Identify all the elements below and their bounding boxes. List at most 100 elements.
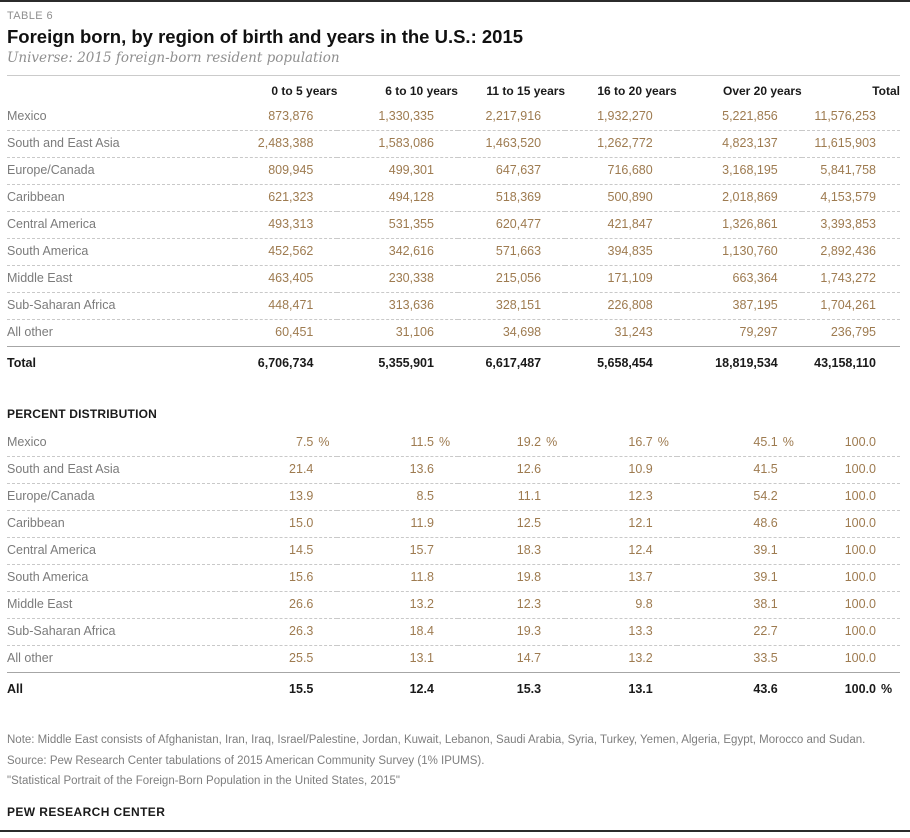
table-cell: 100.0 [801,645,900,673]
foreign-born-table: 0 to 5 years 6 to 10 years 11 to 15 years 1… [7,75,900,706]
cell-value: 809,945 [268,163,314,177]
table-row: Caribbean 621,323 494,128 518,369 500,890 2,0… [7,184,900,212]
table-cell: 18.3 [457,537,566,565]
table-cell: 1,583,086 [337,130,458,158]
table-row: Sub-Saharan Africa 448,471 313,636 328,151 2… [7,292,900,320]
table-cell: 716,680 [565,157,677,185]
cell-value: 13.2 [409,597,434,611]
cell-value: 18.3 [516,543,542,557]
cell-value: 873,876 [268,109,314,123]
row-label: Central America [7,211,235,239]
table-cell: 12.4 [565,537,677,565]
table-cell: 387,195 [676,292,802,320]
cell-value: 11.5 [410,435,434,449]
table-cell: 518,369 [457,184,566,212]
table-cell: 1,743,272 [801,265,900,293]
table-cell: 79,297 [676,319,802,347]
cell-value: 230,338 [388,271,434,285]
table-cell: 100.0 [801,510,900,538]
table-cell: 12.5 [457,510,566,538]
table-row: Mexico 7.5% 11.5% 19.2% 16.7% 45.1% 100.0 [7,430,900,457]
column-header: 6 to 10 years [337,75,458,104]
cell-value: 1,262,772 [597,136,653,150]
table-cell: 6,706,734 [234,346,338,380]
cell-unit: % [782,435,794,449]
cell-value: 100.0 [844,651,876,665]
cell-value: 12.6 [516,462,542,476]
cell-value: 19.3 [516,624,542,638]
cell-value: 34,698 [502,325,542,339]
table-cell: 19.3 [457,618,566,646]
table-cell: 39.1 [676,564,802,592]
cell-value: 1,130,760 [722,244,778,258]
cell-value: 13.6 [409,462,434,476]
table-cell: 328,151 [457,292,566,320]
row-label: Sub-Saharan Africa [7,292,235,320]
cell-value: 13.9 [289,489,314,503]
cell-value: 41.5 [753,462,778,476]
table-row: Central America 493,313 531,355 620,477 421,… [7,211,900,239]
cell-value: 43.6 [753,682,778,696]
table-cell: 421,847 [565,211,677,239]
cell-value: 38.1 [753,597,778,611]
source-text: Source: Pew Research Center tabulations … [7,754,485,767]
column-header: Over 20 years [676,75,802,104]
cell-value: 13.7 [628,570,653,584]
cell-value: 13.1 [409,651,434,665]
table-cell: 33.5 [676,645,802,673]
row-label: All [7,672,235,706]
cell-value: 5,221,856 [722,109,778,123]
table-cell: 12.3 [457,591,566,619]
cell-value: 3,393,853 [820,217,876,231]
row-label: All other [7,645,235,673]
table-cell: 621,323 [234,184,338,212]
table-cell: 13.1 [565,672,677,706]
cell-value: 2,018,869 [722,190,778,204]
column-header-blank [7,75,235,104]
table-cell: 2,217,916 [457,104,566,131]
table-cell: 34,698 [457,319,566,347]
table-cell: 1,130,760 [676,238,802,266]
cell-value: 100.0 [844,682,876,696]
table-cell: 26.6 [234,591,338,619]
row-label: Central America [7,537,235,565]
cell-value: 100.0 [844,516,876,530]
table-cell: 3,393,853 [801,211,900,239]
table-cell: 41.5 [676,456,802,484]
cell-unit: % [318,435,330,449]
table-cell: 236,795 [801,319,900,347]
table-cell: 4,153,579 [801,184,900,212]
cell-value: 10.9 [628,462,653,476]
column-header: 0 to 5 years [234,75,338,104]
cell-value: 493,313 [268,217,314,231]
cell-value: 6,617,487 [485,356,542,370]
table-row: Europe/Canada 809,945 499,301 647,637 716,68… [7,157,900,185]
row-label: All other [7,319,235,347]
citation-text: "Statistical Portrait of the Foreign-Bor… [7,775,400,788]
table-cell: 448,471 [234,292,338,320]
cell-value: 100.0 [844,624,876,638]
cell-value: 12.5 [516,516,542,530]
table-row: South America 452,562 342,616 571,663 394,83… [7,238,900,266]
page-subtitle: Universe: 2015 foreign-born resident pop… [7,50,340,66]
cell-value: 1,932,270 [597,109,653,123]
cell-value: 12.3 [516,597,542,611]
table-cell: 4,823,137 [676,130,802,158]
table-cell: 11,615,903 [801,130,900,158]
table-cell: 16.7% [565,430,677,457]
table-cell: 2,892,436 [801,238,900,266]
table-row: South America 15.6 11.8 19.8 13.7 39.1 100.0 [7,564,900,592]
table-cell: 11.9 [337,510,458,538]
table-cell: 43,158,110 [801,346,900,380]
cell-value: 11.1 [517,489,542,503]
notes-block: Note: Middle East consists of Afghanista… [7,730,900,792]
cell-value: 9.8 [635,597,653,611]
cell-value: 5,355,901 [378,356,434,370]
table-cell: 8.5 [337,483,458,511]
table-cell: 13.9 [234,483,338,511]
column-header: 16 to 20 years [565,75,677,104]
row-label: Mexico [7,430,235,457]
cell-value: 342,616 [388,244,434,258]
row-label: Europe/Canada [7,157,235,185]
